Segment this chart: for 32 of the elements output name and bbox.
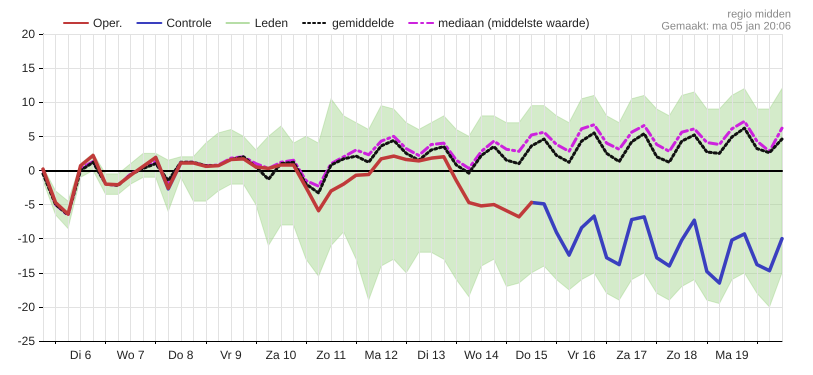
x-tick-label: Wo 14 [464,348,499,362]
legend-label: Controle [166,16,212,30]
text: Gemaakt: ma 05 jan 20:06 [661,20,791,32]
y-tick-label: 0 [28,163,36,178]
y-tick-label: -15 [18,266,36,280]
x-tick-label: Do 8 [168,348,194,362]
y-tick-label: 5 [28,129,36,144]
x-tick-label: Ma 12 [364,348,398,362]
x-tick-label: Vr 9 [220,348,242,362]
text: regio midden [727,8,791,20]
x-tick-label: Zo 11 [316,348,346,362]
x-tick-label: Za 10 [266,348,297,362]
x-tick-label: Di 6 [70,348,92,362]
legend-label: Leden [254,16,288,30]
y-tick-label: 10 [22,95,36,110]
y-tick-label: -5 [24,198,36,212]
x-tick-label: Zo 18 [666,348,698,362]
x-tick-label: Di 13 [417,348,446,362]
legend-label: gemiddelde [332,16,394,30]
x-tick-label: Wo 7 [116,348,145,362]
legend-label: mediaan (middelste waarde) [438,16,590,30]
y-tick-label: 15 [22,61,36,76]
legend-label: Oper. [93,16,122,30]
x-tick-label: Ma 19 [715,348,749,362]
x-tick-label: Za 17 [616,348,648,362]
y-tick-label: -25 [18,334,36,348]
y-tick-label: -20 [18,300,36,314]
y-tick-label: 20 [22,27,36,41]
line-series [41,154,534,219]
y-tick-label: -10 [18,232,36,246]
x-tick-label: Vr 16 [567,348,596,362]
x-tick-label: Do 15 [515,348,548,362]
